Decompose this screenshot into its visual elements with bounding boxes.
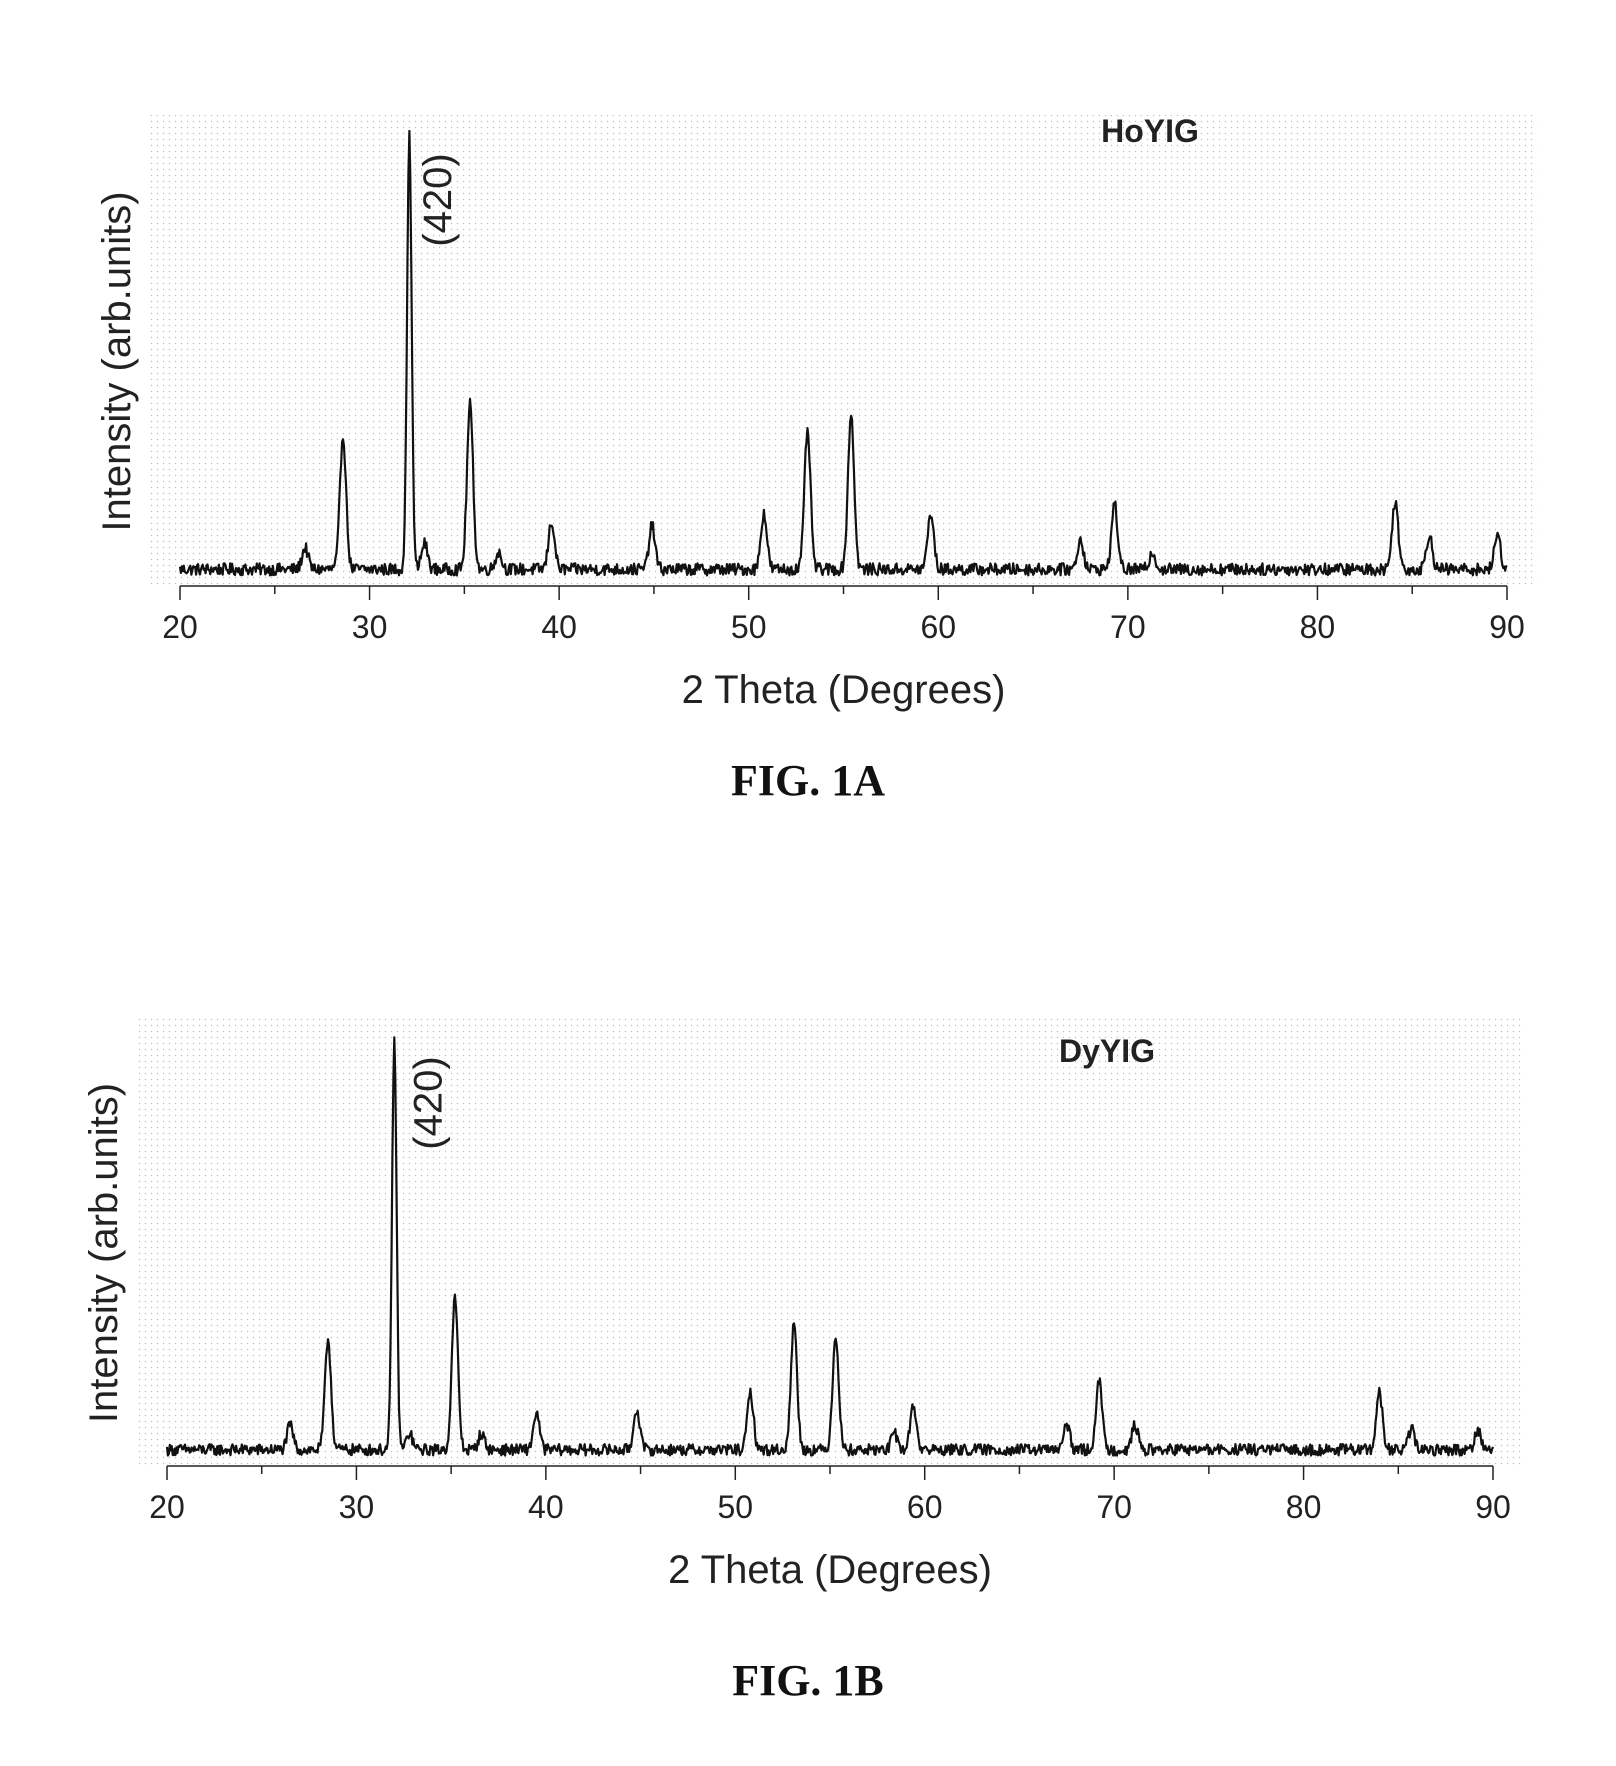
- x-tick-label: 70: [1110, 609, 1146, 645]
- chart-1b: 20 30 40 50 60 70 80 90 2 Theta (Degrees) Intensi…: [0, 880, 1616, 1650]
- y-axis-label: Intensity (arb.units): [82, 1083, 126, 1423]
- x-tick-label: 40: [541, 609, 577, 645]
- sample-label: HoYIG: [1101, 113, 1199, 149]
- x-tick-label: 90: [1489, 609, 1525, 645]
- x-tick-label: 70: [1096, 1489, 1132, 1525]
- x-tick-label: 80: [1300, 609, 1336, 645]
- x-tick-label: 40: [528, 1489, 564, 1525]
- plot-background: [150, 115, 1537, 588]
- x-tick-label: 20: [149, 1489, 185, 1525]
- x-axis-label: 2 Theta (Degrees): [668, 1548, 992, 1592]
- x-tick-label: 50: [717, 1489, 753, 1525]
- figure-caption: FIG. 1B: [0, 1655, 1616, 1706]
- x-tick-label: 90: [1475, 1489, 1511, 1525]
- peak-annotation: (420): [407, 1056, 451, 1149]
- x-tick-label: 60: [920, 609, 956, 645]
- x-tick-label: 50: [731, 609, 767, 645]
- x-tick-label: 30: [339, 1489, 375, 1525]
- sample-label: DyYIG: [1059, 1033, 1155, 1069]
- plot-background: [137, 1018, 1523, 1468]
- x-tick-label: 80: [1286, 1489, 1322, 1525]
- x-tick-label: 60: [907, 1489, 943, 1525]
- x-tick-label: 30: [352, 609, 388, 645]
- y-axis-label: Intensity (arb.units): [95, 191, 139, 531]
- x-axis-label: 2 Theta (Degrees): [682, 668, 1006, 712]
- figure-1b: 20 30 40 50 60 70 80 90 2 Theta (Degrees) Intensi…: [0, 880, 1616, 1766]
- chart-1a: 20 30 40 50 60 70 80 90 2 Theta (Degrees) Intensi…: [0, 0, 1616, 750]
- figure-caption: FIG. 1A: [0, 755, 1616, 806]
- x-tick-label: 20: [162, 609, 198, 645]
- peak-annotation: (420): [416, 153, 460, 246]
- figure-1a: 20 30 40 50 60 70 80 90 2 Theta (Degrees) Intensi…: [0, 0, 1616, 870]
